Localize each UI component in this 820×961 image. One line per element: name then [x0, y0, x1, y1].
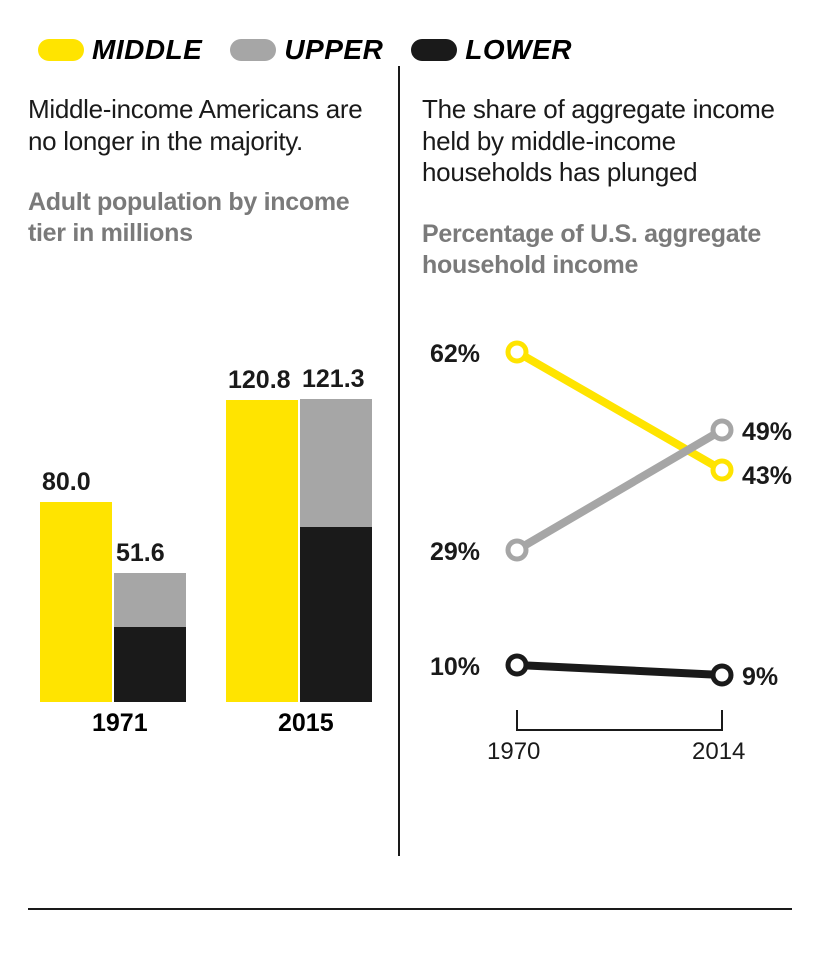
bar-stacked-1971: 51.6: [114, 573, 186, 702]
right-description: The share of aggregate income held by mi…: [422, 94, 798, 189]
pt-label-lower-0: 10%: [430, 653, 480, 682]
bar-group-2015: 120.8121.3: [226, 399, 372, 702]
marker-middle-1: [713, 461, 731, 479]
marker-upper-0: [508, 541, 526, 559]
pt-label-middle-0: 62%: [430, 340, 480, 369]
pt-label-lower-1: 9%: [742, 663, 778, 692]
slope-chart: 62% 43% 29% 49% 10% 9% 1970 2014: [422, 310, 798, 790]
bar-label-stacked-1971: 51.6: [116, 539, 165, 568]
legend-label-lower: LOWER: [465, 34, 572, 66]
x-label-1970: 1970: [487, 738, 540, 766]
panel-right: The share of aggregate income held by mi…: [398, 94, 798, 790]
x-label-2014: 2014: [692, 738, 745, 766]
panel-left: Middle-income Americans are no longer in…: [28, 94, 398, 790]
legend-item-middle: MIDDLE: [38, 34, 202, 66]
bar-middle-2015: 120.8: [226, 400, 298, 702]
year-label-1971: 1971: [92, 709, 148, 738]
left-subtitle: Adult population by income tier in milli…: [28, 187, 380, 248]
legend-pill-upper: [230, 39, 276, 61]
content: Middle-income Americans are no longer in…: [0, 66, 820, 790]
bar-label-stacked-2015: 121.3: [302, 365, 365, 394]
pt-label-upper-1: 49%: [742, 418, 792, 447]
legend: MIDDLE UPPER LOWER: [0, 0, 820, 66]
legend-item-upper: UPPER: [230, 34, 383, 66]
legend-item-lower: LOWER: [411, 34, 572, 66]
legend-pill-lower: [411, 39, 457, 61]
slope-svg: [422, 310, 820, 790]
legend-label-upper: UPPER: [284, 34, 383, 66]
bottom-rule: [28, 908, 792, 910]
line-lower: [517, 665, 722, 675]
legend-pill-middle: [38, 39, 84, 61]
bar-group-1971: 80.051.6: [40, 502, 186, 702]
marker-middle-0: [508, 343, 526, 361]
pt-label-middle-1: 43%: [742, 462, 792, 491]
marker-lower-1: [713, 666, 731, 684]
bar-label-middle-1971: 80.0: [42, 468, 91, 497]
bar-chart: 80.051.61971120.8121.32015: [28, 268, 380, 748]
panel-divider: [398, 66, 400, 856]
bar-stacked-2015: 121.3: [300, 399, 372, 702]
pt-label-upper-0: 29%: [430, 538, 480, 567]
left-description: Middle-income Americans are no longer in…: [28, 94, 380, 157]
legend-label-middle: MIDDLE: [92, 34, 202, 66]
marker-lower-0: [508, 656, 526, 674]
bar-label-middle-2015: 120.8: [228, 366, 291, 395]
line-upper: [517, 430, 722, 550]
year-label-2015: 2015: [278, 709, 334, 738]
bar-middle-1971: 80.0: [40, 502, 112, 702]
marker-upper-1: [713, 421, 731, 439]
right-subtitle: Percentage of U.S. aggregate household i…: [422, 219, 798, 280]
